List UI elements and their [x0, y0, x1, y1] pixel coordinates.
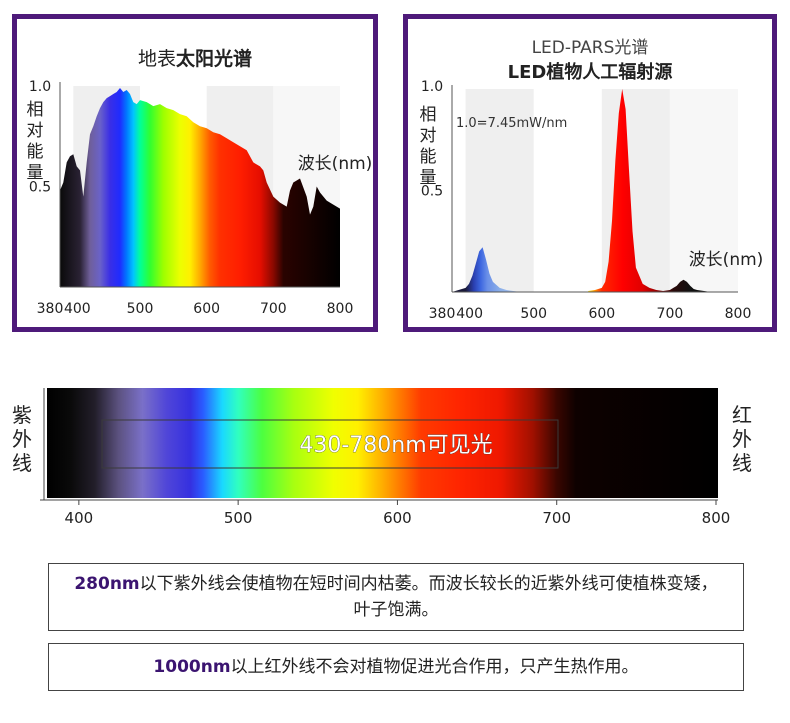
bar-x-tick-label: 700 — [542, 509, 571, 527]
solar-title-bold: 太阳光谱 — [176, 47, 252, 70]
uv-note-highlight: 280nm — [74, 574, 140, 594]
ir-label-char: 外 — [732, 427, 752, 451]
bar-x-tick-label: 500 — [224, 509, 253, 527]
visible-range-box — [101, 419, 559, 469]
visible-spectrum-bar — [47, 388, 718, 498]
uv-note-text: 以下紫外线会使植物在短时间内枯萎。而波长较长的近紫外线可使植株变矮，叶子饱满。 — [139, 574, 718, 620]
x-tick-label: 500 — [520, 306, 547, 322]
bg-band-700-800 — [669, 89, 738, 292]
x-tick-label: 600 — [193, 301, 220, 317]
x-tick-label: 400 — [64, 301, 91, 317]
led-spectrum-panel: LED-PARS光谱 LED植物人工辐射源相对能量 1.0 0.5 1.0=7.45mW… — [403, 14, 777, 332]
y-axis-label-char: 对 — [420, 126, 437, 146]
x-tick-label: 600 — [588, 306, 615, 322]
y-axis-label-char: 能 — [27, 142, 44, 162]
spectrum-bar-section: 430-780nm可见光紫外线红外线 400 500 600 700 800 — [0, 378, 790, 528]
y-axis-label-char: 量 — [420, 168, 437, 188]
y-axis-label-char: 量 — [27, 163, 44, 183]
x-tick-label: 380 — [37, 301, 64, 317]
ir-note-highlight: 1000nm — [153, 657, 231, 677]
visible-range-label: 430-780nm可见光 — [299, 433, 492, 458]
y-axis-label-char: 相 — [420, 105, 437, 125]
solar-chart-title: 地表太阳光谱 — [138, 47, 252, 70]
solar-title-normal: 地表 — [138, 48, 176, 70]
led-chart-title-line1: LED-PARS光谱 — [532, 38, 649, 58]
bar-x-tick-label: 600 — [383, 509, 412, 527]
x-tick-label: 700 — [260, 301, 287, 317]
bg-band-400-500 — [465, 89, 534, 292]
y-tick-label: 0.5 — [29, 180, 51, 196]
x-axis-label: 波长(nm) — [298, 154, 373, 174]
y-tick-label: 1.0 — [29, 79, 51, 95]
x-tick-label: 700 — [657, 306, 684, 322]
solar-spectrum-panel: 地表太阳光谱相对能量 1.0 0.5 380 400 500 600 700 800 波长(nm) — [12, 14, 378, 332]
ir-label-char: 线 — [732, 451, 752, 475]
scale-note: 1.0=7.45mW/nm — [456, 116, 567, 131]
bar-x-tick-label: 800 — [702, 509, 731, 527]
led-red-peak-area — [588, 89, 738, 292]
uv-label-char: 紫 — [12, 403, 32, 427]
uv-label-char: 线 — [12, 451, 32, 475]
x-tick-label: 500 — [127, 301, 154, 317]
x-tick-label: 380 — [429, 306, 456, 322]
x-tick-label: 800 — [327, 301, 354, 317]
uv-note-box: 280nm以下紫外线会使植物在短时间内枯萎。而波长较长的近紫外线可使植株变矮，叶… — [48, 563, 744, 631]
y-tick-label: 0.5 — [421, 184, 443, 200]
y-tick-label: 1.0 — [421, 79, 443, 95]
led-blue-peak-area — [452, 247, 521, 292]
y-axis-label-char: 相 — [27, 100, 44, 120]
led-chart-title-line2: LED植物人工辐射源 — [508, 61, 673, 83]
x-axis-label: 波长(nm) — [689, 250, 764, 270]
uv-label-char: 外 — [12, 427, 32, 451]
ir-note-box: 1000nm以上红外线不会对植物促进光合作用，只产生热作用。 — [48, 643, 744, 691]
y-axis-label-char: 对 — [27, 121, 44, 141]
ir-note-text: 以上红外线不会对植物促进光合作用，只产生热作用。 — [230, 657, 639, 677]
solar-spectrum-area — [60, 88, 340, 287]
ir-label-char: 红 — [732, 403, 752, 427]
x-tick-label: 800 — [725, 306, 752, 322]
bar-x-tick-label: 400 — [65, 509, 94, 527]
y-axis-label-char: 能 — [420, 147, 437, 167]
x-tick-label: 400 — [456, 306, 483, 322]
